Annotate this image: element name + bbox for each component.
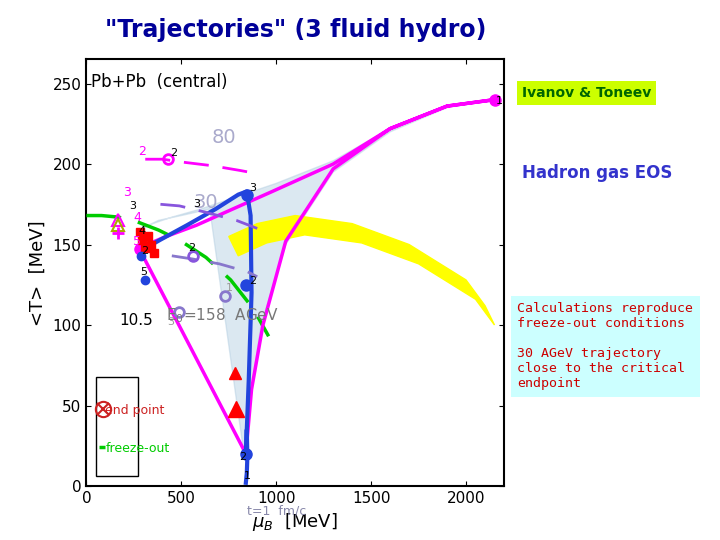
Text: 2: 2 xyxy=(239,452,246,462)
Text: 3: 3 xyxy=(122,186,130,199)
Text: freeze-out: freeze-out xyxy=(106,442,170,455)
Text: 4: 4 xyxy=(133,211,141,224)
Text: 30: 30 xyxy=(194,192,218,212)
FancyBboxPatch shape xyxy=(96,376,138,476)
Text: Ivanov & Toneev: Ivanov & Toneev xyxy=(521,86,651,100)
Text: t=1  fm/c: t=1 fm/c xyxy=(248,505,307,518)
Text: 4: 4 xyxy=(138,226,145,237)
Text: end point: end point xyxy=(105,403,165,416)
X-axis label: $\mu_B$  [MeV]: $\mu_B$ [MeV] xyxy=(252,511,338,534)
Text: 3: 3 xyxy=(129,201,136,211)
Y-axis label: <T>  [MeV]: <T> [MeV] xyxy=(29,220,47,326)
Text: 10.5: 10.5 xyxy=(120,313,153,328)
Text: 2: 2 xyxy=(140,246,148,256)
Text: 3: 3 xyxy=(249,183,256,193)
Polygon shape xyxy=(143,100,495,454)
Text: 1: 1 xyxy=(496,96,503,106)
Text: 5: 5 xyxy=(133,235,141,248)
Text: 2: 2 xyxy=(189,242,196,253)
Text: 2: 2 xyxy=(171,147,178,158)
Text: Hadron gas EOS: Hadron gas EOS xyxy=(521,164,672,182)
Text: 2: 2 xyxy=(138,145,145,158)
Text: 2: 2 xyxy=(249,276,256,286)
Text: Pb+Pb  (central): Pb+Pb (central) xyxy=(91,73,228,91)
Text: E$_0$=158  AGeV: E$_0$=158 AGeV xyxy=(166,306,279,325)
Text: 1: 1 xyxy=(226,283,233,293)
Polygon shape xyxy=(229,215,495,325)
Text: Calculations reproduce
freeze-out conditions

30 AGeV trajectory
close to the cr: Calculations reproduce freeze-out condit… xyxy=(518,302,693,390)
Text: 1: 1 xyxy=(244,471,251,481)
Text: 3: 3 xyxy=(167,316,174,327)
Text: "Trajectories" (3 fluid hydro): "Trajectories" (3 fluid hydro) xyxy=(104,18,486,42)
Text: 80: 80 xyxy=(212,128,236,147)
Text: 3: 3 xyxy=(193,199,199,209)
Text: 5: 5 xyxy=(140,267,148,276)
